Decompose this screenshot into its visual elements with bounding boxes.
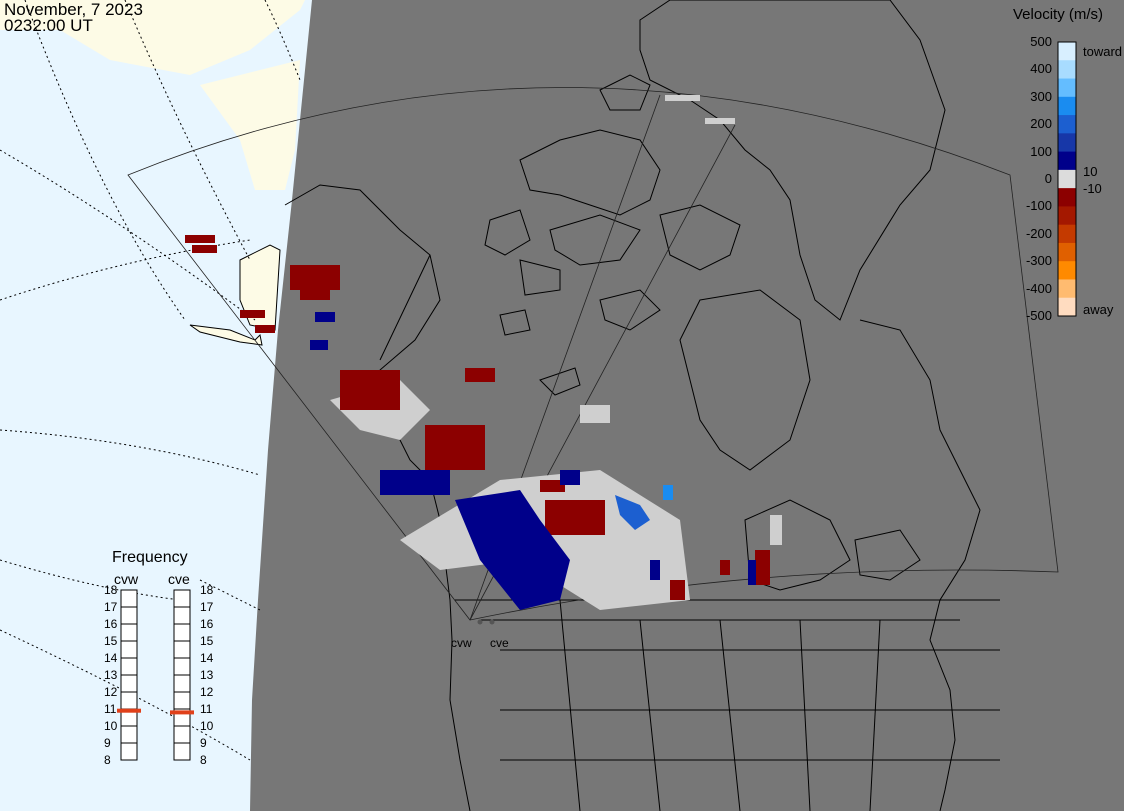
frequency-cell xyxy=(120,640,138,659)
velocity-toward-fast-cells xyxy=(615,495,650,530)
frequency-cell xyxy=(120,589,138,608)
frequency-bars xyxy=(117,589,194,761)
colorbar-segment xyxy=(1058,206,1076,226)
velocity-title: Velocity (m/s) xyxy=(1013,6,1104,23)
colorbar-segment xyxy=(1058,78,1076,98)
frequency-tick-left: 17 xyxy=(104,600,118,614)
frequency-cell xyxy=(120,606,138,625)
colorbar-segment xyxy=(1058,279,1076,299)
colorbar-segment xyxy=(1058,151,1076,171)
frequency-cell xyxy=(120,623,138,642)
night-region xyxy=(250,0,1124,811)
alaska-peninsula xyxy=(189,324,263,346)
frequency-tick-right: 14 xyxy=(200,651,214,665)
frequency-tick-left: 11 xyxy=(104,702,117,716)
colorbar-segment xyxy=(1058,297,1076,317)
frequency-cell xyxy=(173,725,191,744)
frequency-title: Frequency xyxy=(112,549,188,566)
asia-landmass xyxy=(0,0,305,75)
colorbar-segment xyxy=(1058,188,1076,207)
frequency-tick-right: 15 xyxy=(200,634,214,648)
colorbar-segment xyxy=(1058,60,1076,80)
frequency-tick-right: 13 xyxy=(200,668,214,682)
frequency-marker-cve xyxy=(170,710,194,715)
frequency-cell xyxy=(120,742,138,761)
frequency-tick-right: 8 xyxy=(200,753,207,767)
site-label-cvw: cvw xyxy=(451,636,472,650)
frequency-cell xyxy=(173,691,191,710)
frequency-tick-right: 18 xyxy=(200,583,214,597)
toward-label: toward xyxy=(1083,44,1123,59)
frequency-tick-left: 18 xyxy=(104,583,118,597)
frequency-tick-right: 11 xyxy=(200,702,213,716)
chukotka-landmass xyxy=(200,60,300,190)
time-label: 0232:00 UT xyxy=(4,16,93,35)
velocity-tick: -400 xyxy=(1025,280,1052,296)
frequency-tick-left: 13 xyxy=(104,668,118,682)
frequency-tick-left: 8 xyxy=(104,753,111,767)
colorbar-segment xyxy=(1058,261,1076,280)
frequency-cell xyxy=(120,674,138,693)
away-label: away xyxy=(1083,302,1114,317)
velocity-tick: -500 xyxy=(1025,308,1052,323)
velocity-toward-cells xyxy=(310,312,756,610)
colorbar-segment xyxy=(1058,133,1076,153)
colorbar-frame xyxy=(1057,41,1077,317)
frequency-cell xyxy=(173,657,191,676)
velocity-tick: 100 xyxy=(1030,143,1052,159)
frequency-cell xyxy=(173,589,191,608)
frequency-cell xyxy=(173,742,191,761)
frequency-cell xyxy=(120,691,138,710)
frequency-tick-left: 16 xyxy=(104,617,118,631)
frequency-tick-left: 14 xyxy=(104,651,118,665)
site-marker-cvw xyxy=(477,619,483,625)
frequency-tick-right: 17 xyxy=(200,600,214,614)
velocity-tick: -200 xyxy=(1025,225,1052,241)
frequency-cell xyxy=(120,657,138,676)
velocity-colorbar xyxy=(1057,41,1077,317)
frequency-cell xyxy=(173,606,191,625)
frequency-tick-right: 9 xyxy=(200,736,207,750)
colorbar-segment xyxy=(1058,115,1076,134)
frequency-tick-right: 16 xyxy=(200,617,214,631)
frequency-tick-left: 15 xyxy=(104,634,118,648)
radar-label-cve: cve xyxy=(168,571,190,587)
velocity-tick: -300 xyxy=(1025,253,1052,269)
site-marker-cve xyxy=(489,619,495,625)
frequency-tick-left: 10 xyxy=(104,719,118,733)
radar-label-cvw: cvw xyxy=(114,571,139,587)
frequency-marker-cvw xyxy=(117,708,141,713)
frequency-tick-left: 9 xyxy=(104,736,111,750)
frequency-cell xyxy=(173,623,191,642)
frequency-tick-left: 12 xyxy=(104,685,118,699)
site-label-cve: cve xyxy=(490,636,509,650)
velocity-tick: -100 xyxy=(1025,198,1052,214)
velocity-tick: 400 xyxy=(1030,61,1052,77)
colorbar-segment xyxy=(1058,42,1076,61)
velocity-tick: 500 xyxy=(1030,34,1052,49)
velocity-toward-faster-cells xyxy=(663,485,673,500)
velocity-tick: 300 xyxy=(1030,88,1052,104)
label-minus10: -10 xyxy=(1083,181,1102,196)
frequency-tick-right: 12 xyxy=(200,685,214,699)
colorbar-segment xyxy=(1058,96,1076,116)
velocity-tick: 0 xyxy=(1044,171,1052,186)
graticule xyxy=(0,0,301,761)
frequency-cell xyxy=(173,640,191,659)
frequency-cell xyxy=(120,725,138,744)
date-label: November, 7 2023 xyxy=(4,0,143,19)
velocity-away-cells xyxy=(185,235,770,600)
label-10: 10 xyxy=(1083,164,1098,179)
colorbar-segment xyxy=(1058,242,1076,262)
frequency-cell xyxy=(173,674,191,693)
velocity-tick: 200 xyxy=(1030,116,1052,132)
colorbar-segment xyxy=(1058,169,1076,189)
frequency-tick-right: 10 xyxy=(200,719,214,733)
colorbar-segment xyxy=(1058,224,1076,244)
